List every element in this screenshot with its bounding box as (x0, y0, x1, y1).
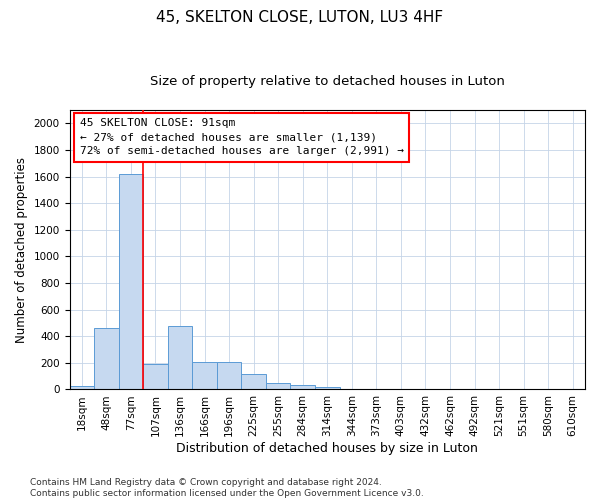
Bar (315, 387, 340, 390)
Title: Size of property relative to detached houses in Luton: Size of property relative to detached ho… (150, 75, 505, 88)
Bar (168, 326, 192, 390)
Y-axis label: Number of detached properties: Number of detached properties (15, 156, 28, 342)
Bar (266, 384, 290, 390)
Bar (241, 374, 266, 390)
Bar (290, 386, 315, 390)
Text: Contains HM Land Registry data © Crown copyright and database right 2024.
Contai: Contains HM Land Registry data © Crown c… (30, 478, 424, 498)
Bar (70, 386, 94, 390)
Bar (192, 362, 217, 390)
Text: 45 SKELTON CLOSE: 91sqm
← 27% of detached houses are smaller (1,139)
72% of semi: 45 SKELTON CLOSE: 91sqm ← 27% of detache… (80, 118, 404, 156)
Bar (119, 174, 143, 390)
Bar (217, 362, 241, 390)
Bar (94, 328, 119, 390)
X-axis label: Distribution of detached houses by size in Luton: Distribution of detached houses by size … (176, 442, 478, 455)
Bar (143, 364, 168, 390)
Text: 45, SKELTON CLOSE, LUTON, LU3 4HF: 45, SKELTON CLOSE, LUTON, LU3 4HF (157, 10, 443, 25)
